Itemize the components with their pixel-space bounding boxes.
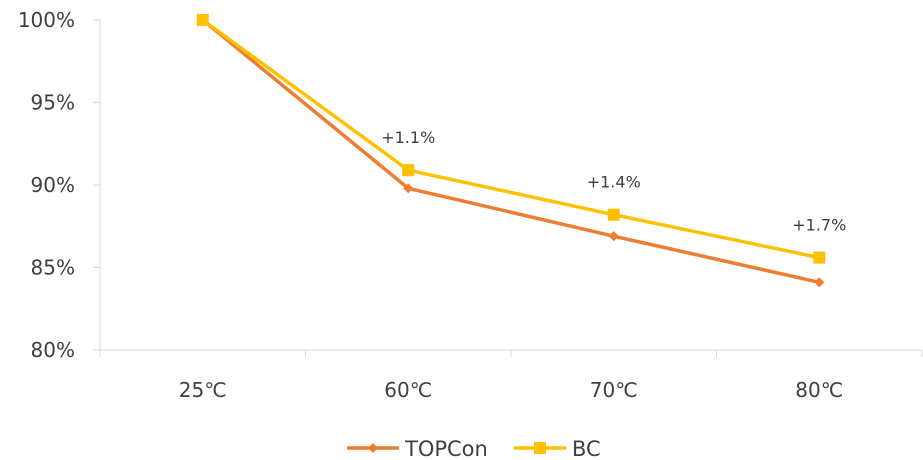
y-axis-ticks: 80% 85% 90% 95% 100% bbox=[18, 8, 100, 362]
data-label: +1.1% bbox=[381, 128, 435, 147]
y-tick-label: 95% bbox=[31, 91, 75, 115]
data-point-topcon bbox=[814, 277, 825, 288]
y-tick-label: 90% bbox=[31, 173, 75, 197]
data-point-bc bbox=[607, 208, 620, 221]
y-tick-label: 85% bbox=[31, 256, 75, 280]
data-label: +1.7% bbox=[792, 216, 846, 235]
legend-marker-topcon bbox=[368, 443, 378, 453]
legend: TOPCon BC bbox=[347, 437, 601, 460]
x-tick-label: 60℃ bbox=[384, 378, 432, 402]
data-point-bc bbox=[196, 14, 209, 26]
legend-label-bc: BC bbox=[572, 437, 601, 460]
series-line-bc bbox=[201, 18, 820, 260]
series-line-topcon bbox=[201, 18, 820, 285]
x-axis-ticks: 25℃ 60℃ 70℃ 80℃ bbox=[99, 350, 923, 402]
legend-label-topcon: TOPCon bbox=[404, 437, 488, 460]
data-point-topcon bbox=[403, 183, 414, 194]
data-label: +1.4% bbox=[587, 173, 641, 192]
legend-marker-bc bbox=[534, 442, 546, 454]
data-point-topcon bbox=[608, 231, 619, 242]
y-tick-label: 80% bbox=[31, 338, 75, 362]
data-labels: +1.1% +1.4% +1.7% bbox=[381, 128, 846, 234]
y-tick-label: 100% bbox=[18, 8, 75, 32]
x-tick-label: 80℃ bbox=[795, 378, 843, 402]
data-point-bc bbox=[813, 251, 826, 264]
x-tick-label: 70℃ bbox=[590, 378, 638, 402]
data-point-bc bbox=[402, 164, 415, 177]
series-layer bbox=[196, 14, 826, 288]
x-tick-label: 25℃ bbox=[179, 378, 227, 402]
